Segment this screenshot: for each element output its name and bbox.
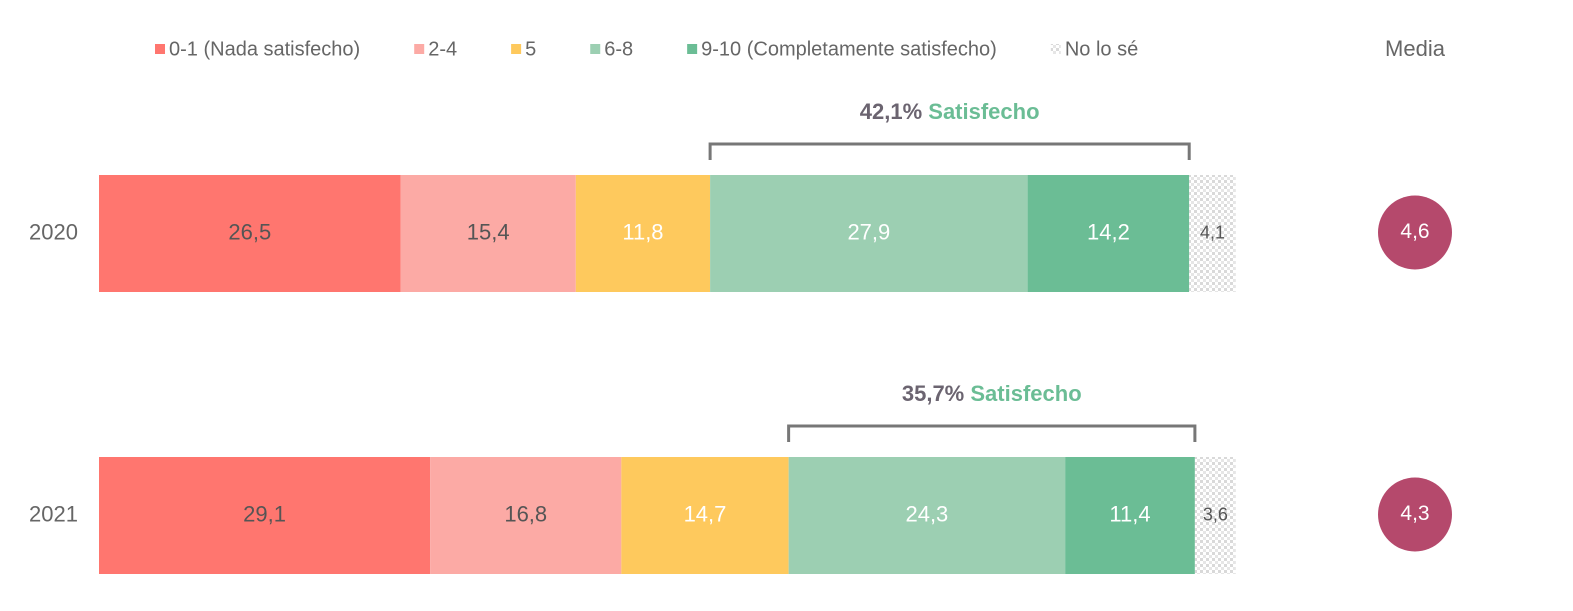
bar-segment bbox=[430, 457, 622, 574]
bar-segment bbox=[1065, 457, 1195, 574]
value-label: 11,8 bbox=[622, 219, 663, 244]
value-label: 29,1 bbox=[243, 501, 286, 526]
category-label: 2020 bbox=[29, 219, 78, 244]
bar-segment bbox=[400, 175, 576, 292]
bar-segment bbox=[99, 457, 431, 574]
bar-segment bbox=[621, 457, 789, 574]
annotation: 42,1% Satisfecho bbox=[860, 99, 1040, 124]
legend-label: 5 bbox=[525, 38, 536, 60]
legend-label: No lo sé bbox=[1065, 38, 1138, 60]
legend-label: 6-8 bbox=[604, 38, 633, 60]
value-label: 15,4 bbox=[467, 219, 510, 244]
value-label: 3,6 bbox=[1203, 504, 1228, 524]
category-label: 2021 bbox=[29, 501, 78, 526]
annotation-text: Satisfecho bbox=[970, 381, 1081, 406]
annotation-text: Satisfecho bbox=[928, 99, 1039, 124]
legend-swatch bbox=[511, 44, 522, 54]
media-label: 4,6 bbox=[1400, 220, 1429, 243]
bar-segment bbox=[710, 175, 1028, 292]
bar-segment bbox=[1194, 457, 1236, 574]
legend-swatch bbox=[590, 44, 601, 54]
value-label: 24,3 bbox=[905, 501, 948, 526]
bar-segment bbox=[788, 457, 1066, 574]
bracket bbox=[708, 142, 1191, 160]
legend-swatch bbox=[687, 44, 698, 54]
value-label: 16,8 bbox=[504, 501, 547, 526]
media-circle bbox=[1378, 477, 1452, 552]
value-label: 4,1 bbox=[1200, 222, 1225, 242]
value-label: 11,4 bbox=[1109, 501, 1150, 526]
annotation-value: 35,7% bbox=[902, 381, 964, 406]
bracket bbox=[787, 424, 1197, 442]
media-circle bbox=[1378, 195, 1452, 270]
annotation: 35,7% Satisfecho bbox=[902, 381, 1082, 406]
legend-swatch bbox=[1050, 44, 1061, 54]
value-label: 14,7 bbox=[684, 501, 727, 526]
legend-label: 0-1 (Nada satisfecho) bbox=[169, 38, 360, 60]
annotation-value: 42,1% bbox=[860, 99, 922, 124]
bar-segment bbox=[1189, 175, 1236, 292]
legend-label: 2-4 bbox=[428, 38, 457, 60]
legend-swatch bbox=[414, 44, 425, 54]
value-label: 14,2 bbox=[1087, 219, 1130, 244]
value-label: 27,9 bbox=[847, 219, 890, 244]
media-title: Media bbox=[1385, 36, 1446, 61]
value-label: 26,5 bbox=[228, 219, 271, 244]
bar-segment bbox=[575, 175, 711, 292]
media-label: 4,3 bbox=[1400, 502, 1429, 525]
legend-label: 9-10 (Completamente satisfecho) bbox=[701, 38, 997, 60]
legend-swatch bbox=[155, 44, 165, 54]
bar-segment bbox=[1027, 175, 1190, 292]
bar-segment bbox=[99, 175, 401, 292]
